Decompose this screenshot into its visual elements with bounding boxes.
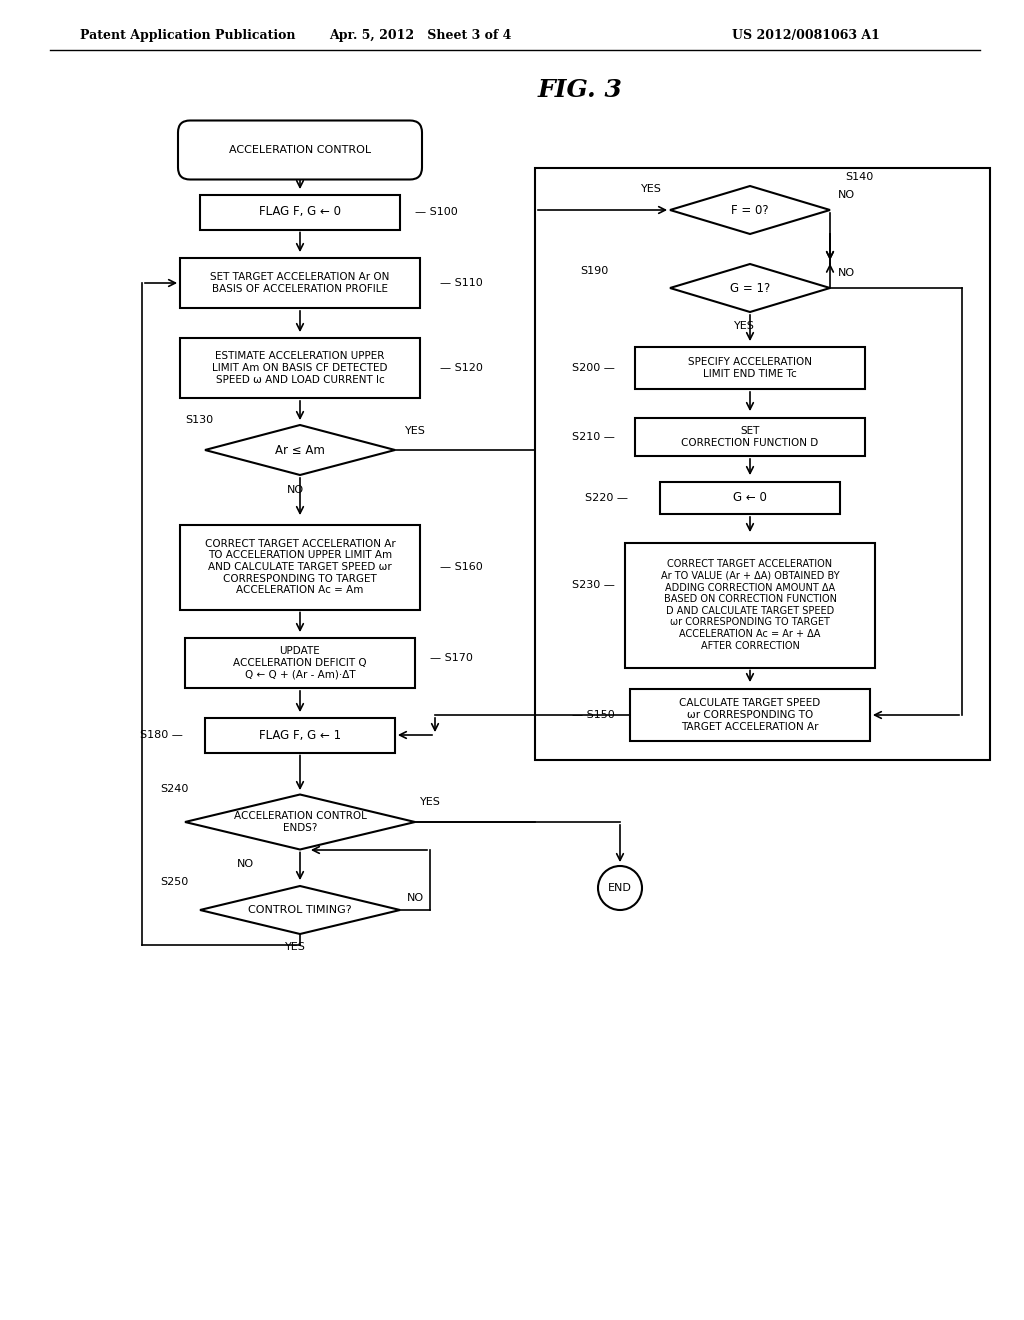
Bar: [200, 194, 400, 230]
Polygon shape: [670, 186, 830, 234]
Text: NO: NO: [838, 190, 855, 201]
Text: FLAG F, G ← 1: FLAG F, G ← 1: [259, 729, 341, 742]
Text: G = 1?: G = 1?: [730, 281, 770, 294]
Text: Apr. 5, 2012   Sheet 3 of 4: Apr. 5, 2012 Sheet 3 of 4: [329, 29, 511, 41]
Bar: [180, 338, 420, 399]
Text: CONTROL TIMING?: CONTROL TIMING?: [248, 906, 352, 915]
Text: NO: NO: [407, 894, 424, 903]
Text: YES: YES: [641, 183, 662, 194]
Text: YES: YES: [420, 797, 441, 807]
Text: NO: NO: [237, 859, 254, 869]
Bar: [535, 168, 990, 760]
Text: Patent Application Publication: Patent Application Publication: [80, 29, 296, 41]
Text: F = 0?: F = 0?: [731, 203, 769, 216]
Text: — S160: — S160: [440, 562, 482, 572]
Text: S180 —: S180 —: [140, 730, 183, 741]
Bar: [180, 524, 420, 610]
Text: CORRECT TARGET ACCELERATION Ar
TO ACCELERATION UPPER LIMIT Am
AND CALCULATE TARG: CORRECT TARGET ACCELERATION Ar TO ACCELE…: [205, 539, 395, 595]
Text: US 2012/0081063 A1: US 2012/0081063 A1: [732, 29, 880, 41]
Text: ESTIMATE ACCELERATION UPPER
LIMIT Am ON BASIS CF DETECTED
SPEED ω AND LOAD CURRE: ESTIMATE ACCELERATION UPPER LIMIT Am ON …: [212, 351, 388, 384]
Text: S200 —: S200 —: [572, 363, 614, 374]
Text: CALCULATE TARGET SPEED
ωr CORRESPONDING TO
TARGET ACCELERATION Ar: CALCULATE TARGET SPEED ωr CORRESPONDING …: [679, 698, 820, 731]
Bar: [630, 689, 870, 741]
Bar: [205, 718, 395, 752]
Text: UPDATE
ACCELERATION DEFICIT Q
Q ← Q + (Ar - Am)·ΔT: UPDATE ACCELERATION DEFICIT Q Q ← Q + (A…: [233, 647, 367, 680]
Text: SET TARGET ACCELERATION Ar ON
BASIS OF ACCELERATION PROFILE: SET TARGET ACCELERATION Ar ON BASIS OF A…: [210, 272, 390, 294]
Bar: [625, 543, 874, 668]
Text: — S120: — S120: [440, 363, 483, 374]
Bar: [180, 257, 420, 308]
Text: FIG. 3: FIG. 3: [538, 78, 623, 102]
Circle shape: [598, 866, 642, 909]
Bar: [635, 418, 865, 455]
Text: FLAG F, G ← 0: FLAG F, G ← 0: [259, 206, 341, 219]
Text: ACCELERATION CONTROL
ENDS?: ACCELERATION CONTROL ENDS?: [233, 812, 367, 833]
Text: SPECIFY ACCELERATION
LIMIT END TIME Tc: SPECIFY ACCELERATION LIMIT END TIME Tc: [688, 358, 812, 379]
Polygon shape: [200, 886, 400, 935]
Text: SET
CORRECTION FUNCTION D: SET CORRECTION FUNCTION D: [681, 426, 818, 447]
Text: CORRECT TARGET ACCELERATION
Ar TO VALUE (Ar + ΔA) OBTAINED BY
ADDING CORRECTION : CORRECT TARGET ACCELERATION Ar TO VALUE …: [660, 560, 840, 651]
Text: — S150: — S150: [572, 710, 614, 719]
Polygon shape: [185, 795, 415, 850]
Text: YES: YES: [406, 426, 426, 436]
Text: S220 —: S220 —: [585, 492, 628, 503]
Text: S130: S130: [185, 414, 213, 425]
Bar: [660, 482, 840, 513]
Text: NO: NO: [287, 484, 303, 495]
Text: — S170: — S170: [430, 653, 473, 663]
Text: NO: NO: [838, 268, 855, 279]
Polygon shape: [205, 425, 395, 475]
Text: — S100: — S100: [415, 207, 458, 216]
Text: S230 —: S230 —: [572, 579, 614, 590]
Text: YES: YES: [285, 942, 305, 952]
Text: S140: S140: [845, 172, 873, 182]
Text: S190: S190: [580, 267, 608, 276]
Text: ACCELERATION CONTROL: ACCELERATION CONTROL: [229, 145, 371, 154]
Polygon shape: [670, 264, 830, 312]
FancyBboxPatch shape: [178, 120, 422, 180]
Text: S240: S240: [160, 784, 188, 795]
Text: — S110: — S110: [440, 279, 482, 288]
Bar: [185, 638, 415, 688]
Text: Ar ≤ Am: Ar ≤ Am: [275, 444, 325, 457]
Text: YES: YES: [733, 321, 755, 331]
Text: END: END: [608, 883, 632, 894]
Text: G ← 0: G ← 0: [733, 491, 767, 504]
Text: S210 —: S210 —: [572, 432, 614, 442]
Bar: [635, 347, 865, 389]
Text: S250: S250: [160, 876, 188, 887]
